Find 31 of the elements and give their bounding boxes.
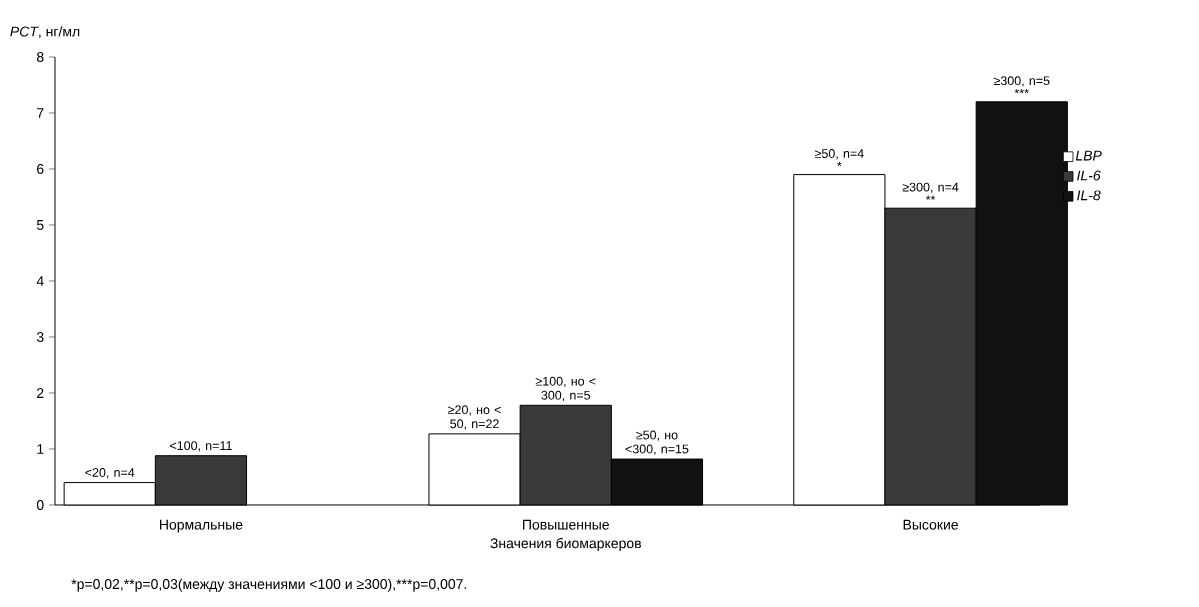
y-tick-label: 4 bbox=[36, 276, 44, 286]
x-tick-label: Высокие bbox=[903, 519, 958, 530]
y-tick-label: 5 bbox=[36, 220, 44, 230]
annotation: ** bbox=[925, 195, 936, 200]
legend-label: IL-8 bbox=[1077, 190, 1101, 201]
x-axis-title: Значения биомаркеров bbox=[490, 537, 641, 552]
x-tick-label: Повышенные bbox=[523, 519, 609, 530]
y-tick-label: 2 bbox=[37, 388, 44, 398]
y-tick-label: 1 bbox=[37, 444, 44, 454]
legend-label: LBP bbox=[1075, 150, 1102, 161]
y-tick-label: 7 bbox=[37, 108, 44, 118]
y-tick-label: 6 bbox=[37, 164, 44, 174]
text: **p=0,03(между значениями <100 и ≥300), bbox=[123, 578, 395, 592]
y-tick-label: 8 bbox=[36, 52, 44, 62]
annotation: ≥300, n=4 bbox=[902, 182, 959, 193]
annotation: *** bbox=[1014, 89, 1029, 94]
annotation: ≥50, n=4 bbox=[814, 149, 864, 160]
legend-label: IL-6 bbox=[1077, 170, 1101, 181]
annotation: ≥20, но < 50, n=22 bbox=[448, 405, 501, 430]
x-tick-label: Нормальные bbox=[160, 519, 243, 533]
annotation: ≥50, но <300, n=15 bbox=[625, 430, 689, 455]
y-tick-label: 0 bbox=[36, 500, 44, 510]
annotation: * bbox=[837, 161, 842, 167]
y-axis-title: PCT, нг/мл bbox=[10, 26, 80, 39]
annotation: ≥300, n=5 bbox=[993, 76, 1050, 87]
y-tick-label: 3 bbox=[36, 332, 44, 342]
text: *p=0,02, bbox=[71, 579, 123, 592]
text: ***p=0,007. bbox=[396, 579, 467, 592]
annotation: <20, n=4 bbox=[85, 468, 135, 479]
annotation: ≥100, но < 300, n=5 bbox=[535, 376, 596, 402]
annotation: <100, n=11 bbox=[170, 441, 232, 452]
